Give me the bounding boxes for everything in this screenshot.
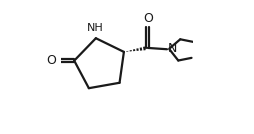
Text: O: O (143, 12, 153, 25)
Text: N: N (168, 42, 178, 55)
Text: O: O (47, 54, 57, 67)
Text: NH: NH (87, 23, 104, 33)
